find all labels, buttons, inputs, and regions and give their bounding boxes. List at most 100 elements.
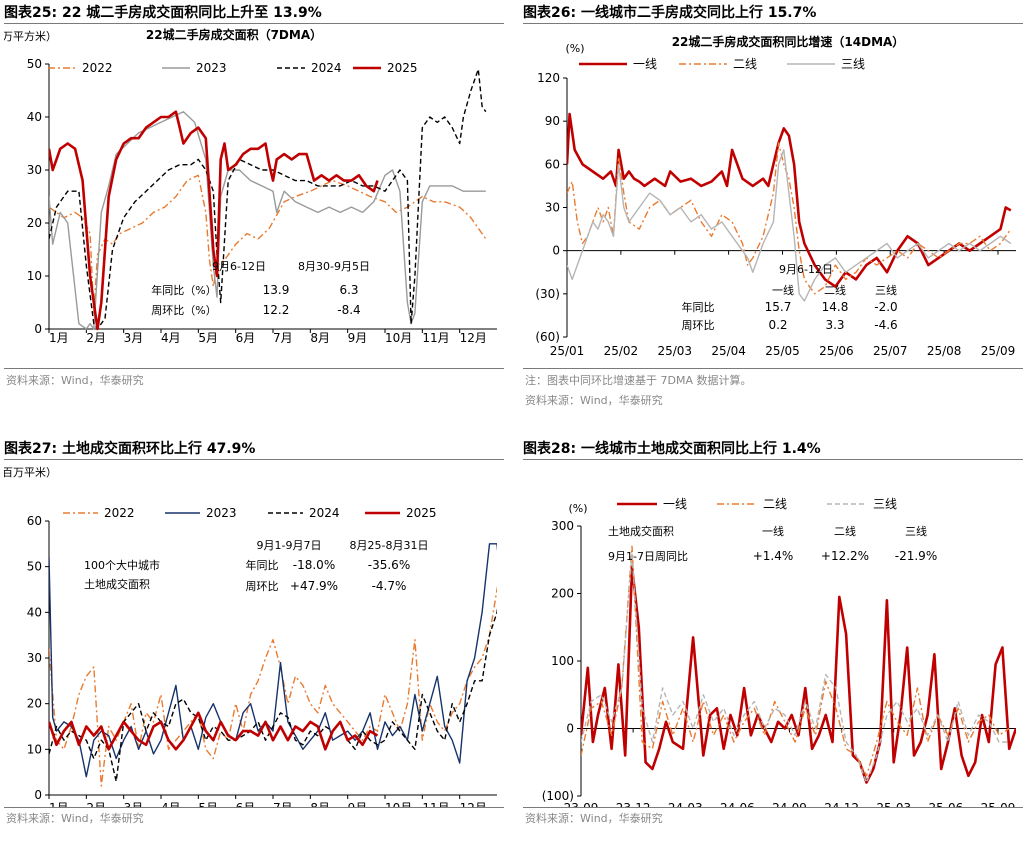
legend-label: 三线: [873, 497, 897, 511]
y-tick-label: 30: [27, 651, 42, 665]
annotation-header: 9月6-12日: [212, 260, 266, 273]
legend-label: 二线: [733, 57, 757, 71]
annotation-label: 土地成交面积: [84, 577, 150, 591]
x-tick-label: 25/06: [819, 344, 854, 358]
x-tick-label: 25/04: [711, 344, 746, 358]
annotation-value: -8.4: [337, 303, 360, 317]
legend-label: 一线: [663, 497, 687, 511]
annotation-value: 3.3: [825, 318, 844, 332]
legend-label: 2022: [82, 61, 113, 75]
x-tick-label: 25-03: [876, 801, 911, 808]
source-text: 资料来源：Wind，华泰研究: [525, 812, 663, 825]
x-tick-label: 24-09: [772, 801, 807, 808]
panel-title: 图表25: 22 城二手房成交面积同比上升至 13.9%: [4, 5, 322, 21]
legend-label: 三线: [841, 57, 865, 71]
x-tick-label: 1月: [49, 331, 69, 345]
annotation-row-label: 年同比: [682, 300, 715, 314]
y-tick-label: 0: [34, 788, 42, 802]
annotation-header: 三线: [905, 524, 927, 538]
y-tick-label: 300: [551, 519, 574, 533]
x-tick-label: 10月: [385, 331, 412, 345]
chart-25-svg: 22城二手房成交面积（7DMA） （万平方米） 0 10 20 30 40 50 1月 2月 3月 4…: [4, 27, 497, 345]
legend-label: 2025: [406, 506, 437, 520]
annotation-row-label: 年同比（%）: [151, 283, 216, 297]
y-tick-label: 20: [27, 697, 42, 711]
annotation-row-label: 周环比: [682, 319, 715, 332]
y-tick-label: 10: [27, 269, 42, 283]
annotation-header: 一线: [772, 283, 794, 297]
annotation-value: 15.7: [765, 300, 792, 314]
source-text: 资料来源：Wind，华泰研究: [525, 394, 663, 407]
panel-chart-26: 图表26: 一线城市二手房成交同比上行 15.7% 22城二手房成交面积同比增速…: [523, 0, 1023, 407]
y-tick-label: 120: [537, 71, 560, 85]
x-tick-label: 12月: [460, 331, 487, 345]
title-rule: [523, 459, 1023, 460]
x-tick-label: 25/08: [927, 344, 962, 358]
source-text: 资料来源：Wind，华泰研究: [6, 812, 144, 825]
y-tick-label: 60: [27, 514, 42, 528]
annotation-value: 6.3: [339, 283, 358, 297]
annotation-value: +1.4%: [753, 549, 794, 563]
bottom-rule: [523, 807, 1023, 808]
annotation-date: 9月6-12日: [779, 263, 833, 276]
series-line-2023: [49, 543, 497, 778]
x-tick-label: 24-03: [668, 801, 703, 808]
series-line-三线: [581, 552, 1010, 784]
series-line-2024: [49, 607, 497, 782]
chart-27-svg: （百万平米） 0 10 20 30 40 50 60 1月 2月 3月 4月 5月 6月 7月 8月 9月 10月…: [4, 466, 497, 808]
x-tick-label: 25/02: [604, 344, 639, 358]
legend-label: 一线: [633, 57, 657, 71]
y-axis-label: (%): [568, 502, 587, 515]
annotation-header: 三线: [875, 283, 897, 297]
x-tick-label: 8月: [310, 331, 330, 345]
y-tick-label: (60): [535, 330, 560, 344]
chart-28-svg: (%) (100) 0 100 200 300 23-09 23-12 24-03 24-06 24…: [542, 497, 1016, 808]
chart-title: 22城二手房成交面积同比增速（14DMA）: [672, 34, 905, 49]
y-axis-label: （百万平米）: [4, 466, 57, 479]
x-tick-label: 7月: [273, 331, 293, 345]
x-tick-label: 9月: [348, 331, 368, 345]
series-line-一线: [567, 112, 1012, 288]
annotation-value: +12.2%: [821, 549, 869, 563]
annotation-row-label: 周环比（%）: [151, 304, 216, 317]
annotation-value: -2.0: [874, 300, 897, 314]
annotation-header: 二线: [834, 524, 856, 538]
source-text: 资料来源：Wind，华泰研究: [6, 374, 144, 387]
x-tick-label: 7月: [273, 801, 293, 808]
annotation-header: 二线: [824, 283, 846, 297]
x-tick-label: 12月: [460, 801, 487, 808]
series-line-2022: [49, 174, 487, 314]
panel-title: 图表28: 一线城市土地成交面积同比上行 1.4%: [523, 441, 821, 457]
x-tick-label: 25-06: [928, 801, 963, 808]
panel-title: 图表26: 一线城市二手房成交同比上行 15.7%: [523, 5, 817, 21]
legend-label: 2024: [311, 61, 342, 75]
y-tick-label: 0: [34, 322, 42, 336]
x-tick-label: 25/03: [657, 344, 692, 358]
series-line-2025: [49, 711, 379, 751]
chart-26-svg: 22城二手房成交面积同比增速（14DMA） (%) (60) (30) 0 30 60 90 1…: [535, 34, 1016, 358]
annotation-label: 土地成交面积: [608, 524, 674, 538]
bottom-rule: [523, 368, 1023, 369]
x-tick-label: 3月: [124, 331, 144, 345]
x-tick-label: 6月: [236, 801, 256, 808]
x-tick-label: 5月: [198, 801, 218, 808]
series-line-二线: [567, 142, 1012, 295]
annotation-value: -35.6%: [368, 558, 410, 572]
x-tick-label: 25/01: [550, 344, 585, 358]
bottom-rule: [4, 368, 504, 369]
x-tick-label: 2月: [86, 801, 106, 808]
x-tick-label: 25/07: [873, 344, 908, 358]
x-tick-label: 3月: [124, 801, 144, 808]
legend-label: 2025: [387, 61, 418, 75]
panel-title: 图表27: 土地成交面积环比上行 47.9%: [4, 441, 256, 457]
annotation-value: -4.7%: [372, 579, 407, 593]
y-tick-label: 0: [552, 244, 560, 258]
annotation-value: 0.2: [768, 318, 787, 332]
y-tick-label: (100): [542, 789, 574, 803]
x-tick-label: 8月: [310, 801, 330, 808]
x-tick-label: 25/09: [981, 344, 1016, 358]
x-tick-label: 4月: [161, 801, 181, 808]
series-line-三线: [567, 149, 1012, 302]
y-tick-label: 50: [27, 560, 42, 574]
y-tick-label: 10: [27, 742, 42, 756]
